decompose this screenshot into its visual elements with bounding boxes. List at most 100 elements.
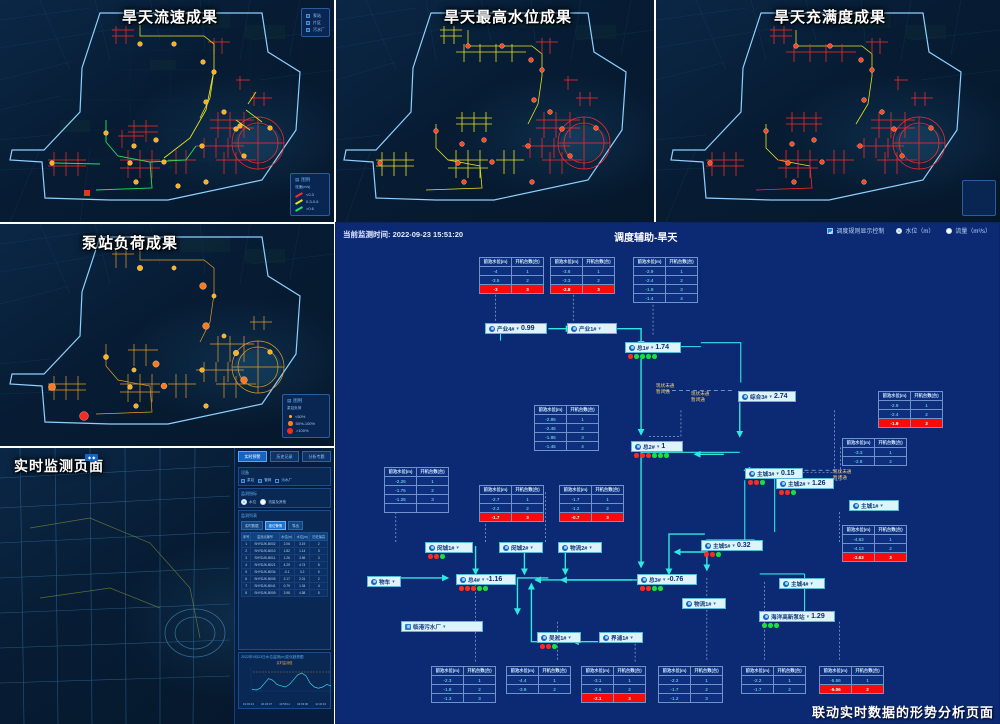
device-option-plant[interactable]: 污水厂 <box>275 478 292 483</box>
checkbox-icon[interactable] <box>306 13 310 18</box>
control-rule-display[interactable]: 调度规则显示控制 <box>827 226 884 235</box>
chevron-down-icon[interactable]: ▾ <box>442 623 446 630</box>
monitoring-list-box[interactable]: 监测列表 实时数据 液位警情 导出 序号 监测点编号 水位(m) 水位(m) 历… <box>238 510 331 650</box>
chevron-down-icon[interactable]: ▾ <box>880 502 883 509</box>
dispatch-node-zc4[interactable]: 主城4# ▾ <box>779 578 825 589</box>
metric-filter-box[interactable]: 监测指标 水位 流量及其他 <box>238 488 331 508</box>
checkbox-icon[interactable] <box>306 27 310 32</box>
device-option-pipe[interactable]: 管网 <box>258 478 271 483</box>
chevron-down-icon[interactable]: ▾ <box>650 344 654 351</box>
table-row[interactable]: 3 SHYDJK-B011 1.26 3.56 3 <box>240 554 328 562</box>
chevron-down-icon[interactable]: ▾ <box>806 613 810 620</box>
header-controls[interactable]: 调度规则显示控制 水位（m） 流量（m³/s） <box>827 226 991 235</box>
chevron-down-icon[interactable]: ▾ <box>456 544 459 551</box>
rule-col-header: 开机台数(台) <box>910 391 943 401</box>
status-light-red <box>459 586 464 591</box>
chevron-down-icon[interactable]: ▾ <box>589 544 592 551</box>
chevron-down-icon[interactable]: ▾ <box>810 580 813 587</box>
radio-icon[interactable] <box>241 499 247 505</box>
dispatch-node-wl2[interactable]: 物流2# ▾ <box>558 542 602 553</box>
chevron-down-icon[interactable]: ▾ <box>481 576 485 583</box>
legend-item[interactable]: 片区 <box>306 19 325 26</box>
dispatch-node-mc2[interactable]: 闵城2# ▾ <box>499 542 543 553</box>
checkbox-icon[interactable] <box>275 478 280 483</box>
radio-icon[interactable] <box>896 227 903 234</box>
chevron-down-icon[interactable]: ▾ <box>530 544 533 551</box>
list-buttons[interactable]: 实时数据 液位警情 导出 <box>241 521 328 530</box>
tab-analysis[interactable]: 分析专题 <box>302 451 331 462</box>
checkbox-icon[interactable] <box>827 227 834 234</box>
radio-icon[interactable] <box>260 499 267 505</box>
chevron-down-icon[interactable]: ▾ <box>630 634 633 641</box>
table-row[interactable]: 1 SHYDJK-B002 2.06 3.19 2 <box>240 540 328 548</box>
chevron-down-icon[interactable]: ▾ <box>392 578 395 585</box>
dispatch-node-ws1[interactable]: 吴淞1# ▾ <box>537 632 581 643</box>
chevron-down-icon[interactable]: ▾ <box>732 542 735 549</box>
metric-option-level[interactable]: 水位 <box>241 499 256 505</box>
button-realtime-data[interactable]: 实时数据 <box>241 521 263 530</box>
table-row[interactable]: 7 SHYDJK-B041 0.79 1.34 4 <box>240 582 328 590</box>
metric-option-flow[interactable]: 流量及其他 <box>260 499 286 505</box>
table-row[interactable]: 5 SHYDJK-B034 -0.1 0.2 5 <box>240 568 328 576</box>
monitoring-table-body[interactable]: 1 SHYDJK-B002 2.06 3.19 2 2 SHYDJK-B010 1.82 1.1… <box>240 540 328 597</box>
dispatch-node-zc5[interactable]: 主城5# ▾ 0.32 <box>701 540 763 551</box>
chevron-down-icon[interactable]: ▾ <box>713 600 716 607</box>
dispatch-node-hy[interactable]: 海洋高新泵站 ▾ 1.29 <box>759 611 835 622</box>
dispatch-node-z1[interactable]: 总1# ▾ 1.74 <box>625 342 681 353</box>
chevron-down-icon[interactable]: ▾ <box>516 325 519 332</box>
dispatch-node-zc1[interactable]: 主城1# ▾ <box>849 500 899 511</box>
monitoring-sidebar[interactable]: 实时预警 历史记录 分析专题 设备 泵站 管网 污水厂 监测指标 水位 流量及其… <box>234 448 334 724</box>
chevron-down-icon[interactable]: ▾ <box>656 443 660 450</box>
legend-item[interactable]: 泵站 <box>306 12 325 19</box>
panel-pump-load[interactable]: 泵站负荷成果 ▤ 图例 泵站负荷 <50% 50%-100% >100% <box>0 224 334 446</box>
legend-velocity[interactable]: ▤ 图例 流速(m/s) <0.3 0.3-0.6 >0.6 <box>290 173 330 216</box>
map-tag[interactable]: ◆ ◆ <box>85 454 99 461</box>
monitoring-table[interactable]: 序号 监测点编号 水位(m) 水位(m) 历史最高 1 SHYDJK-B002 2.… <box>240 532 328 597</box>
legend-pump-load[interactable]: ▤ 图例 泵站负荷 <50% 50%-100% >100% <box>282 394 330 438</box>
checkbox-icon[interactable] <box>241 478 245 483</box>
button-level-alarm[interactable]: 液位警情 <box>264 521 287 530</box>
trend-chart-box[interactable]: 2022年9月23日水位监测(m)变化趋势图 实时监测值 19:03:13 20:… <box>238 652 333 709</box>
panel-dry-fullness[interactable]: 旱天充满度成果 <box>656 0 1000 222</box>
chevron-down-icon[interactable]: ▾ <box>776 470 779 477</box>
device-option-pump[interactable]: 泵站 <box>241 478 254 483</box>
dispatch-node-wl1[interactable]: 物流1# ▾ <box>682 598 726 609</box>
dispatch-node-z2[interactable]: 总2# ▾ 1 <box>631 441 683 452</box>
legend-fullness[interactable] <box>962 180 996 216</box>
dispatch-node-wq[interactable]: 物车 ▾ <box>367 576 401 587</box>
chevron-down-icon[interactable]: ▾ <box>807 480 810 487</box>
device-filter-box[interactable]: 设备 泵站 管网 污水厂 <box>238 467 331 486</box>
dispatch-node-mc1[interactable]: 闵城1# ▾ <box>425 542 473 553</box>
tab-realtime-alert[interactable]: 实时预警 <box>238 451 267 462</box>
panel-dry-velocity[interactable]: 旱天流速成果 泵站 片区 污水厂 ▤ 图例 流速(m/s) <0.3 0.3-0… <box>0 0 334 222</box>
control-flow[interactable]: 流量（m³/s） <box>946 226 991 235</box>
chevron-down-icon[interactable]: ▾ <box>769 393 772 400</box>
dispatch-node-cy1[interactable]: 产业1# ▾ <box>567 323 617 334</box>
dispatch-node-plant[interactable]: 临港污水厂 ▾ <box>401 621 483 632</box>
table-row[interactable]: 2 SHYDJK-B010 1.82 1.14 3 <box>240 547 328 555</box>
dispatch-node-z4[interactable]: 总4# ▾ -1.16 <box>456 574 516 585</box>
sidebar-tabs[interactable]: 实时预警 历史记录 分析专题 <box>235 448 334 465</box>
dispatch-node-zc2[interactable]: 主城2# ▾ 1.26 <box>776 478 834 489</box>
tab-history[interactable]: 历史记录 <box>270 451 299 462</box>
chevron-down-icon[interactable]: ▾ <box>662 576 666 583</box>
dispatch-node-cy4[interactable]: 产业4# ▾ 0.99 <box>485 323 547 334</box>
control-waterlevel[interactable]: 水位（m） <box>896 226 934 235</box>
checkbox-icon[interactable] <box>258 478 263 483</box>
panel-realtime-monitoring[interactable]: 实时监测页面 ◆ ◆ 实时预警 历史记录 分析专题 设备 泵站 管网 污水厂 监… <box>0 448 334 724</box>
chevron-down-icon[interactable]: ▾ <box>598 325 601 332</box>
panel-dry-max-waterlevel[interactable]: 旱天最高水位成果 <box>336 0 654 222</box>
chevron-down-icon[interactable]: ▾ <box>568 634 571 641</box>
dispatch-node-jp1[interactable]: 界浦1# ▾ <box>599 632 643 643</box>
legend-item[interactable]: 污水厂 <box>306 26 325 33</box>
dispatch-assist-panel[interactable]: 当前监测时间: 2022-09-23 15:51:20 调度规则显示控制 水位（… <box>335 222 1000 724</box>
table-row[interactable]: 4 SHYDJK-B021 4.29 4.74 8 <box>240 561 328 569</box>
dispatch-node-z3[interactable]: 总3# ▾ -0.76 <box>637 574 697 585</box>
table-row[interactable]: 6 SHYDJK-B005 2.17 2.01 2 <box>240 575 328 583</box>
legend-layers[interactable]: 泵站 片区 污水厂 <box>301 8 330 37</box>
radio-icon[interactable] <box>946 227 953 234</box>
button-export[interactable]: 导出 <box>288 521 303 530</box>
table-row[interactable]: 8 SHYDJK-B009 3.98 4.58 5 <box>240 589 328 597</box>
checkbox-icon[interactable] <box>306 20 310 25</box>
dispatch-node-zh3[interactable]: 综合3# ▾ 2.74 <box>738 391 796 402</box>
